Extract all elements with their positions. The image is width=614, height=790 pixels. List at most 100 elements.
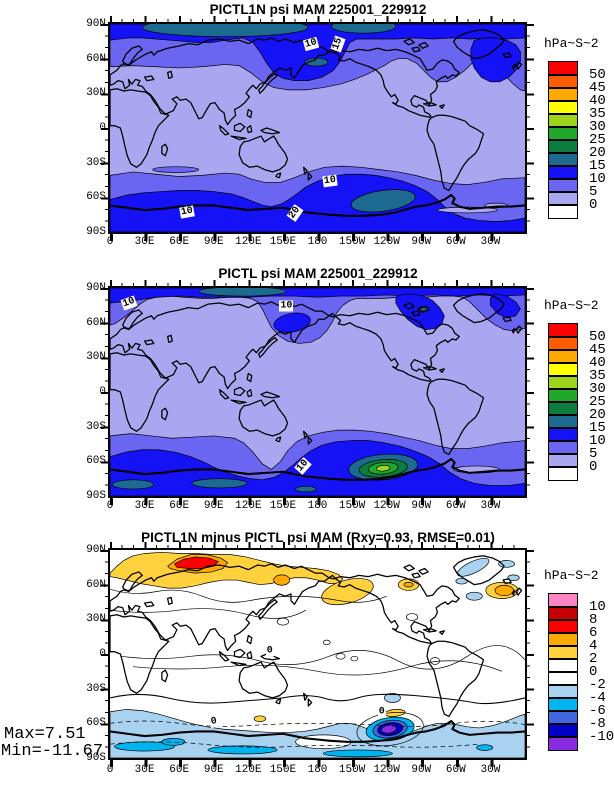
colorbar-tick-labels: 50 45 40 35 30 25 20 15 10 5 0 [589, 324, 614, 494]
x-tick-label: 30E [134, 764, 155, 776]
colorbar-swatch [548, 336, 578, 351]
colorbar-swatch [548, 645, 578, 660]
x-axis-labels: 0 30E 60E 90E 120E 150E 180 150W 120W 90W 60W 30W [0, 500, 614, 514]
colorbar-swatch [548, 736, 578, 751]
right-minor-ticks [527, 24, 530, 232]
colorbar-tick-label: 35 [589, 368, 606, 384]
colorbar-swatch [548, 619, 578, 634]
bottom-major-ticks [110, 760, 525, 767]
panel-title: PICTL1N psi MAM 225001_229912 [209, 2, 427, 17]
right-major-ticks [527, 24, 534, 232]
right-minor-ticks [527, 288, 530, 496]
y-tick-label: 90N [86, 544, 106, 556]
colorbar-tick-label: -2 [589, 677, 606, 693]
x-tick-label: 180 [307, 500, 328, 512]
y-tick-label: 30S [86, 420, 106, 433]
colorbar-tick-label: 6 [589, 625, 598, 641]
colorbar-swatch [548, 414, 578, 429]
y-tick-label: 60S [86, 455, 106, 468]
colorbar-tick-label: 5 [589, 446, 598, 462]
colorbar-swatches [548, 323, 578, 481]
colorbar-tick-label: 30 [589, 119, 606, 135]
colorbar-swatch [548, 61, 578, 76]
left-minor-ticks [105, 288, 108, 496]
colorbar-swatch [548, 87, 578, 102]
colorbar-tick-label: 40 [589, 93, 606, 109]
panel-difference: PICTL1N minus PICTL psi MAM (Rxy=0.93, R… [0, 528, 614, 790]
colorbar-swatch [548, 113, 578, 128]
colorbar-tick-label: -10 [589, 729, 614, 745]
panel-title: PICTL psi MAM 225001_229912 [218, 266, 418, 281]
colorbar-swatch [548, 152, 578, 167]
colorbar-swatch [548, 671, 578, 686]
colorbar-tick-labels: 10 8 6 4 2 0 -2 -4 -6 -8 -10 [589, 594, 614, 764]
colorbar-swatch [548, 362, 578, 377]
colorbar-tick-labels: 50 45 40 35 30 25 20 15 10 5 0 [589, 62, 614, 232]
x-tick-label: 30E [134, 500, 155, 512]
y-tick-label: 0 [58, 647, 106, 661]
colorbar-swatch [548, 606, 578, 621]
max-value-label: Max=7.51 [4, 725, 86, 744]
colorbar-units-label: hPa~S~2 [544, 36, 599, 51]
y-tick-label: 60S [86, 191, 106, 204]
colorbar-tick-label: 0 [589, 664, 598, 680]
map-pictl1n: 10 15 10 10 20 [101, 16, 534, 241]
y-tick-label: 30S [86, 156, 106, 169]
colorbar-swatch [548, 349, 578, 364]
panel-title: PICTL1N minus PICTL psi MAM (Rxy=0.93, R… [141, 530, 495, 545]
colorbar-swatches [548, 61, 578, 219]
top-minor-ticks [110, 19, 525, 22]
colorbar-swatch [548, 710, 578, 725]
map-pictl: 10 10 10 [101, 280, 534, 505]
colorbar-swatch [548, 178, 578, 193]
colorbar-swatch [548, 388, 578, 403]
colorbar-tick-label: 4 [589, 638, 598, 654]
x-tick-label: 150W [338, 500, 366, 512]
y-tick-label: 30N [86, 613, 106, 626]
colorbar-swatch [548, 139, 578, 154]
colorbar-tick-label: 50 [589, 329, 606, 345]
x-tick-label: 120E [235, 500, 262, 512]
colorbar-tick-label: 25 [589, 132, 606, 148]
map-svg [110, 288, 525, 496]
bottom-major-ticks [110, 498, 525, 505]
colorbar-swatch [548, 697, 578, 712]
x-tick-label: 90W [411, 236, 432, 248]
y-tick-label: 30N [86, 87, 106, 100]
x-tick-label: 150W [338, 764, 366, 776]
difference-contour-lines [110, 588, 525, 748]
colorbar-swatch [548, 427, 578, 442]
colorbar-tick-label: 10 [589, 433, 606, 449]
x-tick-label: 90E [203, 236, 224, 248]
colorbar-swatch [548, 323, 578, 338]
left-major-ticks [101, 288, 108, 496]
x-tick-label: 150E [269, 236, 297, 248]
right-minor-ticks [527, 550, 530, 758]
colorbar-tick-label: -4 [589, 690, 606, 706]
x-tick-label: 180 [307, 764, 328, 776]
colorbar-tick-label: 15 [589, 158, 606, 174]
colorbar-tick-label: 0 [589, 459, 598, 475]
colorbar-units-label: hPa~S~2 [544, 298, 599, 313]
y-tick-label: 0 [58, 121, 106, 135]
y-tick-label: 60N [86, 316, 106, 329]
x-tick-label: 90E [203, 764, 224, 776]
top-minor-ticks [110, 283, 525, 286]
x-tick-label: 180 [307, 236, 328, 248]
x-axis-labels: 0 30E 60E 90E 120E 150E 180 150W 120W 90W 60W 30W [0, 236, 614, 250]
colorbar-tick-label: -8 [589, 716, 606, 732]
x-tick-label: 60W [445, 500, 466, 512]
x-tick-label: 30W [480, 236, 501, 248]
colorbar-tick-label: 10 [589, 599, 606, 615]
x-tick-label: 150E [269, 764, 297, 776]
colorbar-tick-label: 50 [589, 67, 606, 83]
colorbar-tick-label: 35 [589, 106, 606, 122]
x-tick-label: 120E [235, 764, 262, 776]
colorbar-tick-label: 25 [589, 394, 606, 410]
x-tick-label: 150W [338, 236, 366, 248]
x-tick-label: 90W [411, 764, 432, 776]
colorbar-tick-label: 2 [589, 651, 598, 667]
colorbar-swatch [548, 593, 578, 608]
